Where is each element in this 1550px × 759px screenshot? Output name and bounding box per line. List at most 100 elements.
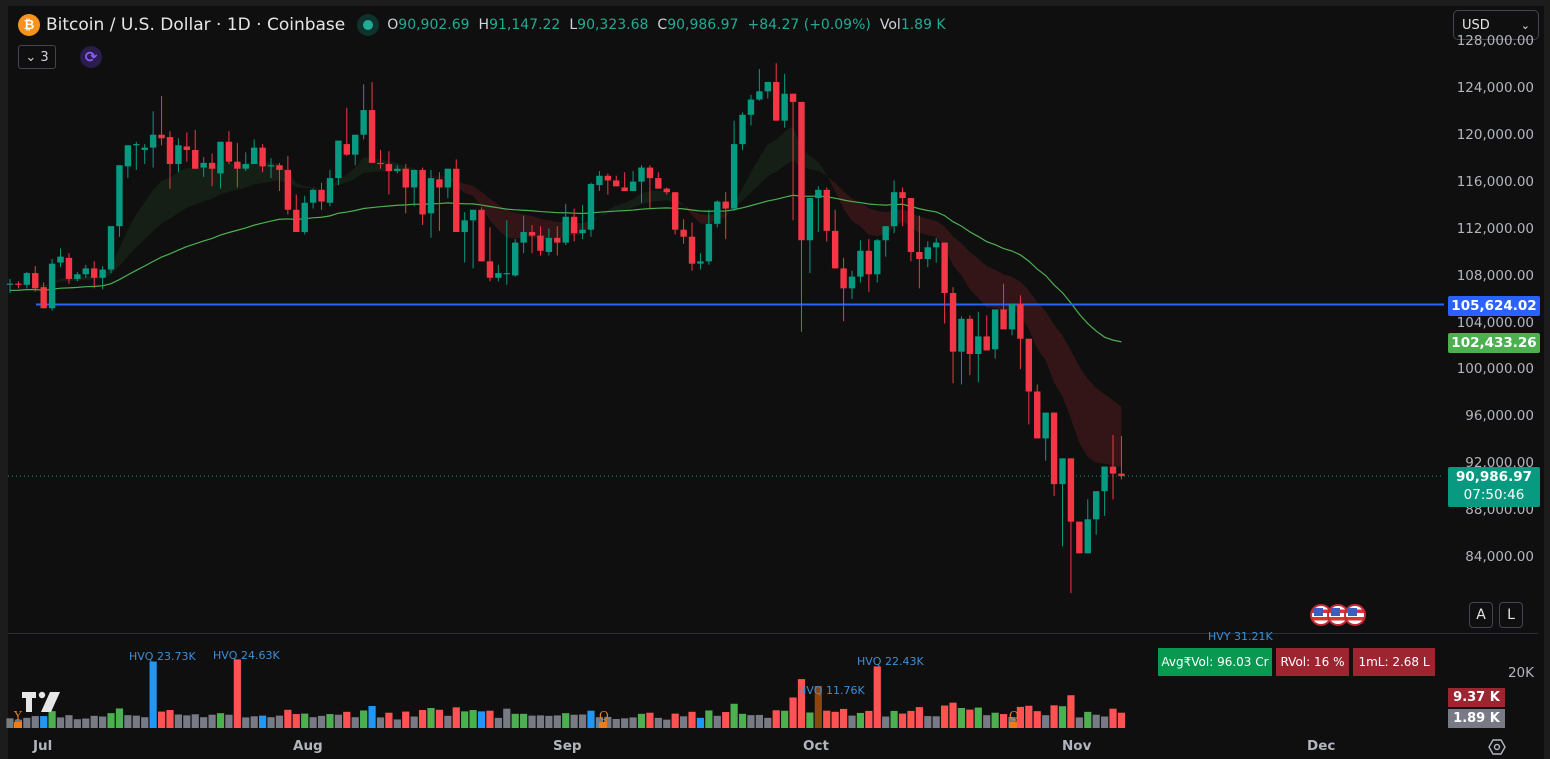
moving-average-price-tag: 102,433.26 [1448,333,1540,353]
volume-bar [536,715,545,728]
settings-gear-icon[interactable] [1488,738,1506,756]
open-label: O [387,17,399,33]
candle [478,209,485,262]
candle [798,101,805,241]
volume-annotation: HVQ 24.63K [213,649,280,662]
volume-bar [831,711,839,728]
candle [242,164,249,169]
candle [1076,521,1083,554]
volume-bar [1058,706,1067,728]
candle [916,251,923,260]
candle [1067,458,1075,522]
currency-select[interactable]: USD ⌄ [1453,10,1539,40]
candle [520,232,527,243]
candle [99,269,106,278]
tradingview-logo-icon[interactable] [22,690,62,714]
close-value: 90,986.97 [667,17,739,33]
volume-bar [570,714,578,728]
candle [1118,473,1125,477]
volume-bar [637,713,646,728]
candle [410,169,418,188]
volume-bar [216,713,225,728]
time-axis-label: Jul [33,738,53,754]
indicators-collapse-button[interactable]: ⌄ 3 [18,45,56,69]
price-axis-label: 112,000.00 [1456,220,1534,237]
log-scale-button[interactable]: L [1499,602,1523,628]
horizontal-line-price-tag: 105,624.02 [1448,296,1540,316]
candle [158,134,165,139]
market-status-icon[interactable] [357,14,380,36]
volume-bar [65,715,73,728]
volume-bar [56,717,65,728]
candle [537,235,544,251]
time-axis-label: Oct [803,738,829,754]
high-label: H [478,17,490,33]
volume-bar [469,710,477,728]
candle [1025,338,1033,392]
volume-label: Vol [879,17,901,33]
ohlc-values: O90,902.69 H91,147.22 L90,323.68 C90,986… [387,17,945,33]
volume-bar [688,711,696,728]
candle [789,93,797,102]
high-value: 91,147.22 [489,17,561,33]
indicator-count: 3 [40,49,49,65]
volume-bar [696,717,705,728]
volume-bar [545,715,553,728]
candle [831,230,839,269]
us-flag-icon[interactable] [1310,604,1332,626]
auto-scale-button[interactable]: A [1469,602,1493,628]
candle [259,147,266,167]
candle [579,229,586,234]
volume-bar [267,717,275,728]
candle [613,180,620,187]
volume-bar [1075,717,1083,728]
volume-bar [259,715,267,728]
candle [82,268,89,275]
symbol-title[interactable]: Bitcoin / U.S. Dollar · 1D · Coinbase [46,15,346,35]
candle [116,165,123,227]
bar-countdown: 07:50:46 [1463,487,1525,503]
candle [983,336,990,351]
svg-text:Y: Y [13,709,23,723]
us-flag-icon[interactable] [1344,604,1366,626]
volume-bar [747,715,755,728]
candle [293,209,300,233]
one-ml-stat: 1mL: 2.68 L [1353,648,1435,676]
volume-bar [418,710,427,728]
volume-bar [208,714,216,728]
volume-bar [578,714,587,728]
candle [40,287,47,309]
volume-bar [73,719,81,728]
volume-bar [309,717,317,728]
candle [183,146,191,150]
volume-bar [612,718,620,728]
volume-bar [671,713,679,728]
candle [124,145,132,167]
pane-separator[interactable] [8,633,1538,634]
volume-bar [376,717,385,728]
candle [208,162,216,169]
candle [225,141,233,162]
candle [1000,309,1007,330]
avg-volume-stat: Avg₹Vol: 96.03 Cr [1158,648,1272,676]
candle [621,187,628,192]
candle [857,250,864,277]
candle [528,232,536,236]
sync-icon[interactable]: ⟳ [80,46,102,68]
candle [570,216,578,234]
candle [192,149,199,169]
volume-bar [200,717,208,728]
volume-bar [1084,711,1092,728]
volume-ma-tag: 9.37 K [1448,688,1505,707]
economic-events-flags[interactable] [1310,604,1370,628]
candle [385,164,393,172]
volume-bar [932,716,940,728]
volume-bar [663,719,671,728]
chevron-down-icon: ⌄ [25,49,37,65]
window-top-border [0,0,1550,6]
volume-bar [781,710,789,728]
volume-bar [317,715,326,728]
candle [1109,466,1117,474]
left-toolbar-edge [0,0,8,759]
